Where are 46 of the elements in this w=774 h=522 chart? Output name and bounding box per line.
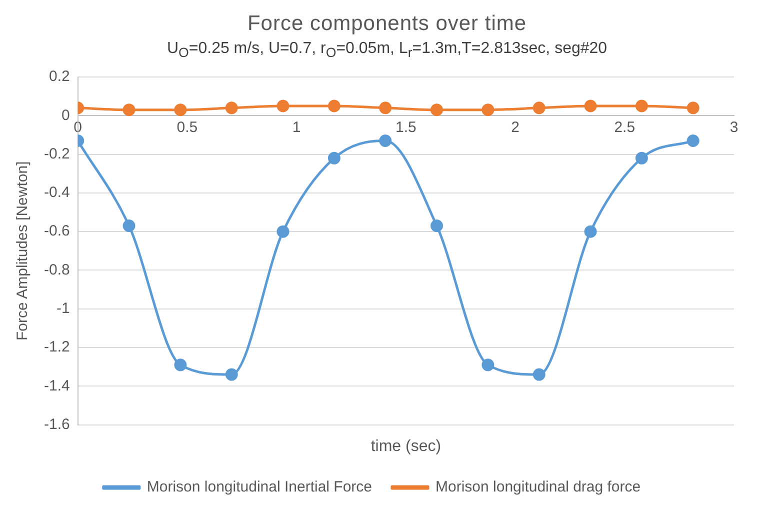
- point: [482, 358, 494, 372]
- point: [635, 152, 648, 165]
- y-tick-label: -0.6: [44, 222, 70, 240]
- legend-label: Morison longitudinal drag force: [436, 478, 641, 496]
- point: [379, 134, 392, 148]
- point: [174, 104, 187, 116]
- x-tick-label: 1: [292, 118, 301, 136]
- y-tick-label: -0.8: [44, 262, 70, 279]
- y-tick-label: 0: [62, 106, 70, 124]
- x-tick-label: 2: [511, 118, 520, 136]
- y-tick-label: 0.2: [48, 68, 70, 86]
- point: [532, 368, 546, 381]
- legend-label: Morison longitudinal Inertial Force: [146, 478, 372, 496]
- x-tick-label: 2.5: [614, 118, 636, 136]
- point: [482, 104, 494, 116]
- chart-subtitle: U$_{O}$=0.25 m/s, U=0.7, r$_{O}$=0.05m, L$_{r}$=1.3m,T=2.813sec, seg#20: [166, 40, 608, 60]
- point: [225, 368, 238, 381]
- point: [635, 100, 648, 112]
- point: [174, 358, 187, 372]
- y-tick-label: -1: [56, 300, 70, 318]
- x-tick-label: 3: [730, 118, 738, 136]
- chart-title: Force components over time: [246, 12, 528, 36]
- x-tick-label: 1.5: [395, 118, 416, 136]
- x-tick-label: 0.5: [176, 118, 198, 136]
- y-tick-label: -1.2: [44, 338, 70, 356]
- point: [430, 220, 444, 232]
- x-axis-title: time (sec): [370, 438, 442, 455]
- point: [379, 102, 392, 114]
- point: [328, 152, 340, 165]
- point: [584, 226, 597, 238]
- point: [122, 104, 136, 116]
- point: [686, 102, 700, 114]
- y-tick-label: -0.2: [44, 146, 70, 163]
- point: [430, 104, 444, 116]
- point: [584, 100, 597, 112]
- point: [122, 220, 136, 232]
- point: [686, 134, 700, 148]
- y-axis-title: Force Amplitudes [Newton]: [14, 161, 32, 341]
- point: [225, 102, 238, 114]
- point: [276, 226, 290, 238]
- y-tick-label: -1.6: [44, 416, 70, 434]
- point: [276, 100, 290, 112]
- point: [328, 100, 340, 112]
- y-tick-label: -0.4: [44, 184, 70, 202]
- y-tick-label: -1.4: [44, 377, 70, 394]
- point: [532, 102, 546, 114]
